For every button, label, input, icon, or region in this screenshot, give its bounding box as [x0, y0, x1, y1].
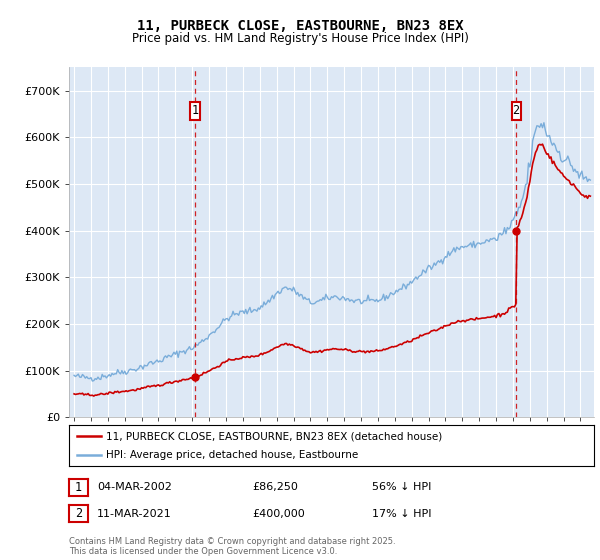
- Bar: [512, 102, 521, 120]
- Text: 17% ↓ HPI: 17% ↓ HPI: [372, 508, 431, 519]
- Text: 2: 2: [512, 105, 520, 118]
- Text: 11, PURBECK CLOSE, EASTBOURNE, BN23 8EX: 11, PURBECK CLOSE, EASTBOURNE, BN23 8EX: [137, 20, 463, 34]
- Text: HPI: Average price, detached house, Eastbourne: HPI: Average price, detached house, East…: [106, 450, 358, 460]
- Text: £400,000: £400,000: [252, 508, 305, 519]
- Text: 11, PURBECK CLOSE, EASTBOURNE, BN23 8EX (detached house): 11, PURBECK CLOSE, EASTBOURNE, BN23 8EX …: [106, 431, 442, 441]
- Text: 56% ↓ HPI: 56% ↓ HPI: [372, 482, 431, 492]
- Text: 1: 1: [191, 105, 199, 118]
- Text: 04-MAR-2002: 04-MAR-2002: [97, 482, 172, 492]
- Text: £86,250: £86,250: [252, 482, 298, 492]
- Text: 2: 2: [75, 507, 82, 520]
- Text: 1: 1: [75, 480, 82, 494]
- Text: Contains HM Land Registry data © Crown copyright and database right 2025.
This d: Contains HM Land Registry data © Crown c…: [69, 536, 395, 556]
- Bar: [190, 102, 200, 120]
- Text: Price paid vs. HM Land Registry's House Price Index (HPI): Price paid vs. HM Land Registry's House …: [131, 31, 469, 45]
- Text: 11-MAR-2021: 11-MAR-2021: [97, 508, 172, 519]
